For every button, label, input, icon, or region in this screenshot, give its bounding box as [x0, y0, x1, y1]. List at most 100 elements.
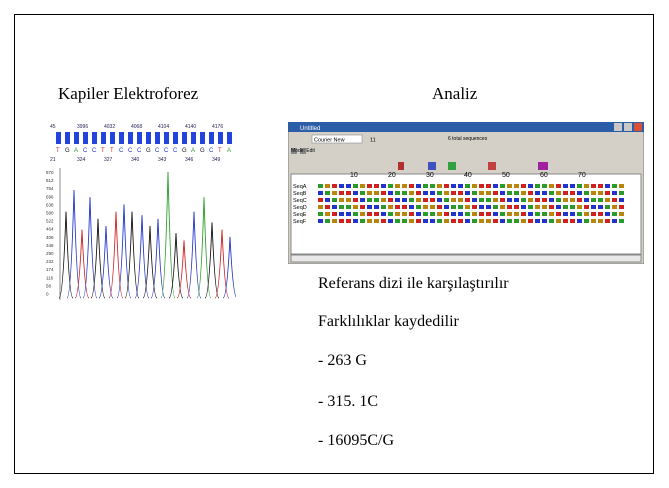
base-glyph: [479, 219, 484, 223]
base-glyph: [423, 212, 428, 216]
base-glyph: [514, 191, 519, 195]
sequence-name: SeqF: [293, 219, 307, 225]
base-glyph: [619, 205, 624, 209]
base-glyph: [430, 184, 435, 188]
base-letter: C: [128, 148, 133, 154]
text-line: Referans dizi ile karşılaştırılır: [318, 275, 509, 293]
base-glyph: [535, 219, 540, 223]
base-glyph: [521, 191, 526, 195]
base-glyph: [325, 184, 330, 188]
base-glyph: [563, 191, 568, 195]
text-line: - 16095C/G: [318, 432, 394, 450]
base-glyph: [346, 205, 351, 209]
sequence-name: SeqA: [293, 184, 307, 190]
base-glyph: [479, 198, 484, 202]
ruler-number: 20: [388, 172, 396, 179]
font-size: 11: [370, 138, 376, 144]
base-glyph: [451, 184, 456, 188]
base-glyph: [374, 205, 379, 209]
base-glyph: [444, 198, 449, 202]
base-glyph: [591, 205, 596, 209]
base-glyph: [381, 205, 386, 209]
base-glyph: [591, 219, 596, 223]
base-glyph: [507, 198, 512, 202]
base-glyph: [479, 212, 484, 216]
base-letter: G: [182, 148, 187, 154]
base-glyph: [430, 212, 435, 216]
base-tick: [56, 132, 61, 144]
y-label: 754: [46, 186, 54, 191]
base-glyph: [465, 212, 470, 216]
base-glyph: [493, 212, 498, 216]
base-letter: G: [200, 148, 205, 154]
base-glyph: [584, 219, 589, 223]
base-glyph: [605, 205, 610, 209]
base-glyph: [465, 191, 470, 195]
y-label: 696: [46, 194, 54, 199]
base-glyph: [318, 198, 323, 202]
base-glyph: [486, 198, 491, 202]
base-tick: [74, 132, 79, 144]
base-glyph: [430, 219, 435, 223]
base-glyph: [605, 198, 610, 202]
base-letter: T: [110, 148, 114, 154]
base-glyph: [360, 191, 365, 195]
base-glyph: [451, 219, 456, 223]
ruler-number: 10: [350, 172, 358, 179]
base-glyph: [444, 205, 449, 209]
base-glyph: [570, 198, 575, 202]
base-glyph: [451, 191, 456, 195]
base-letter: G: [65, 148, 70, 154]
base-tick: [128, 132, 133, 144]
top-number: 4032: [104, 124, 115, 130]
base-glyph: [577, 184, 582, 188]
base-glyph: [577, 219, 582, 223]
base-glyph: [549, 198, 554, 202]
base-glyph: [584, 212, 589, 216]
base-glyph: [451, 198, 456, 202]
y-label: 174: [46, 267, 54, 272]
slide: Kapiler Elektroforez Analiz 453996403240…: [0, 0, 669, 488]
y-label: 464: [46, 227, 54, 232]
base-tick: [110, 132, 115, 144]
base-glyph: [507, 184, 512, 188]
base-glyph: [346, 184, 351, 188]
base-letter: G: [146, 148, 151, 154]
base-glyph: [514, 184, 519, 188]
base-glyph: [395, 205, 400, 209]
font-name: Courier New: [314, 138, 345, 144]
base-glyph: [353, 198, 358, 202]
base-glyph: [437, 212, 442, 216]
base-glyph: [486, 219, 491, 223]
base-glyph: [570, 205, 575, 209]
base-glyph: [507, 212, 512, 216]
base-glyph: [318, 184, 323, 188]
base-glyph: [563, 198, 568, 202]
y-label: 870: [46, 170, 54, 175]
base-glyph: [556, 184, 561, 188]
base-glyph: [374, 219, 379, 223]
y-label: 58: [46, 283, 52, 288]
base-glyph: [367, 198, 372, 202]
base-tick: [164, 132, 169, 144]
base-letter: C: [164, 148, 169, 154]
base-letter: C: [137, 148, 142, 154]
base-glyph: [353, 212, 358, 216]
base-glyph: [416, 184, 421, 188]
base-glyph: [535, 212, 540, 216]
base-glyph: [458, 212, 463, 216]
base-glyph: [591, 198, 596, 202]
base-tick: [182, 132, 187, 144]
base-glyph: [472, 205, 477, 209]
base-letter: C: [92, 148, 97, 154]
base-glyph: [437, 191, 442, 195]
y-label: 406: [46, 235, 54, 240]
base-glyph: [570, 219, 575, 223]
base-glyph: [465, 184, 470, 188]
base-letter: T: [218, 148, 222, 154]
base-tick: [65, 132, 70, 144]
base-glyph: [367, 191, 372, 195]
base-glyph: [409, 205, 414, 209]
base-glyph: [493, 191, 498, 195]
base-glyph: [318, 205, 323, 209]
